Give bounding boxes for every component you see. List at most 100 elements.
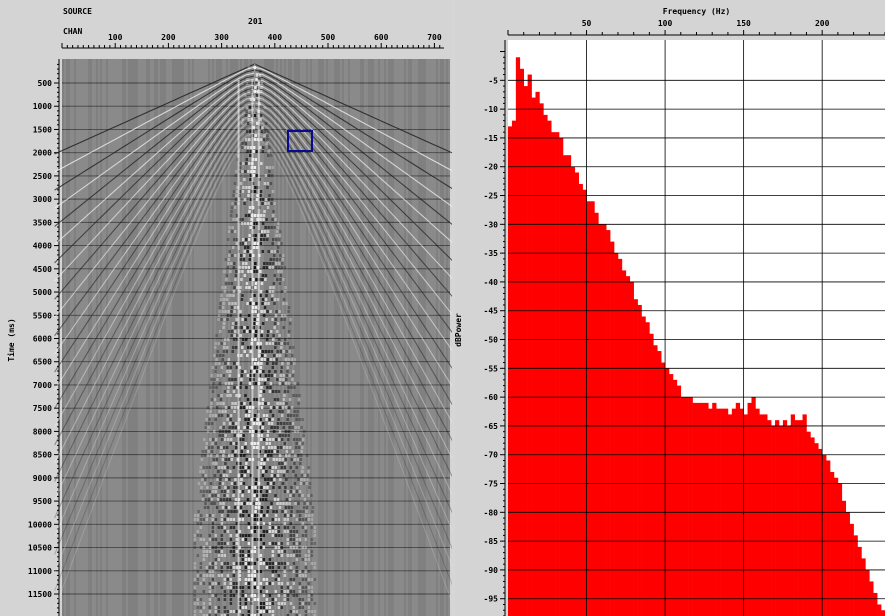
noise-sample	[230, 262, 233, 265]
noise-sample	[310, 514, 314, 517]
noise-sample	[242, 262, 245, 265]
noise-sample	[258, 346, 262, 349]
time-tick-label: 9500	[33, 497, 52, 506]
noise-sample	[236, 486, 239, 489]
noise-sample	[202, 466, 206, 469]
noise-sample	[273, 274, 277, 277]
noise-sample	[282, 398, 286, 401]
noise-sample	[231, 402, 234, 405]
noise-sample	[271, 534, 275, 537]
spectrum-bar	[610, 241, 615, 616]
noise-sample	[265, 606, 269, 609]
noise-sample	[295, 542, 299, 545]
noise-sample	[304, 570, 308, 573]
noise-sample	[283, 602, 287, 605]
noise-sample	[254, 282, 258, 285]
noise-sample	[214, 414, 218, 417]
noise-sample	[202, 602, 206, 605]
noise-sample	[217, 342, 220, 345]
noise-sample	[278, 406, 282, 409]
noise-sample	[248, 186, 251, 189]
noise-sample	[310, 494, 313, 497]
noise-sample	[240, 326, 243, 329]
noise-sample	[280, 466, 284, 469]
noise-sample	[236, 386, 239, 389]
spectrum-bar	[881, 610, 885, 616]
noise-sample	[298, 542, 302, 545]
noise-sample	[205, 518, 209, 521]
spectrum-bar	[747, 402, 752, 616]
noise-sample	[259, 418, 262, 421]
noise-sample	[273, 298, 277, 301]
noise-sample	[268, 390, 272, 393]
noise-sample	[267, 174, 271, 177]
noise-sample	[243, 350, 247, 353]
noise-sample	[217, 610, 221, 613]
noise-sample	[279, 478, 282, 481]
noise-sample	[238, 242, 241, 245]
noise-sample	[222, 402, 225, 405]
noise-sample	[253, 66, 257, 69]
noise-sample	[230, 206, 234, 209]
noise-sample	[286, 614, 290, 616]
noise-sample	[262, 542, 266, 545]
event-curve	[54, 64, 256, 209]
noise-sample	[238, 570, 242, 573]
noise-sample	[220, 550, 224, 553]
noise-sample	[255, 222, 259, 225]
noise-sample	[227, 458, 231, 461]
noise-sample	[216, 498, 220, 501]
noise-sample	[273, 426, 276, 429]
noise-sample	[226, 566, 230, 569]
noise-sample	[253, 338, 257, 341]
noise-sample	[272, 258, 276, 261]
spectrum-bar	[535, 91, 540, 616]
event-curve	[54, 64, 256, 173]
noise-sample	[304, 574, 308, 577]
noise-sample	[293, 410, 296, 413]
noise-sample	[202, 558, 206, 561]
noise-sample	[207, 446, 211, 449]
noise-sample	[260, 86, 263, 89]
noise-sample	[253, 586, 257, 589]
noise-sample	[232, 542, 236, 545]
noise-sample	[301, 438, 305, 441]
event-curve	[54, 64, 256, 391]
noise-sample	[275, 262, 278, 265]
noise-sample	[233, 334, 236, 337]
noise-sample	[234, 402, 237, 405]
noise-sample	[258, 78, 261, 81]
noise-sample	[207, 422, 211, 425]
noise-sample	[222, 474, 226, 477]
noise-sample	[285, 354, 288, 357]
noise-sample	[196, 530, 200, 533]
noise-sample	[268, 558, 272, 561]
noise-sample	[276, 322, 280, 325]
noise-sample	[232, 582, 236, 585]
noise-sample	[285, 446, 289, 449]
event-curve	[254, 64, 452, 514]
noise-sample	[218, 410, 221, 413]
noise-sample	[277, 238, 281, 241]
time-tick-label: 5500	[33, 311, 52, 320]
noise-sample	[307, 610, 311, 613]
noise-sample	[298, 590, 302, 593]
noise-sample	[232, 338, 236, 341]
noise-sample	[280, 542, 284, 545]
noise-sample	[292, 542, 296, 545]
noise-sample	[277, 438, 281, 441]
noise-sample	[234, 422, 238, 425]
noise-sample	[244, 566, 248, 569]
noise-sample	[260, 462, 263, 465]
noise-sample	[307, 494, 310, 497]
noise-sample	[254, 310, 257, 313]
spectrum-bar	[837, 483, 843, 616]
noise-sample	[294, 454, 297, 457]
noise-sample	[210, 398, 214, 401]
noise-sample	[218, 482, 222, 485]
noise-sample	[259, 214, 263, 217]
noise-sample	[298, 598, 302, 601]
noise-sample	[270, 174, 274, 177]
noise-sample	[247, 466, 251, 469]
noise-sample	[265, 470, 268, 473]
